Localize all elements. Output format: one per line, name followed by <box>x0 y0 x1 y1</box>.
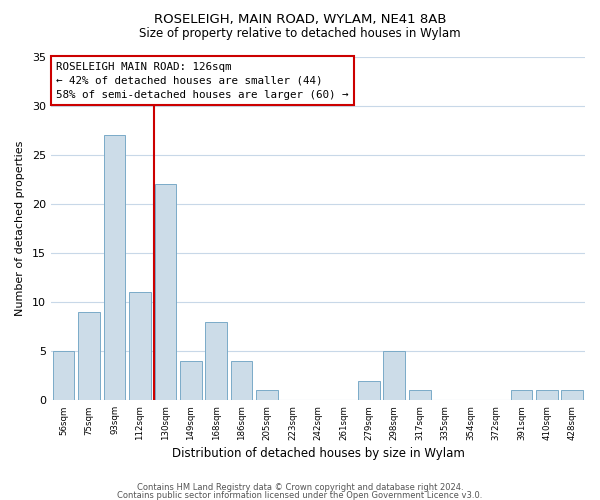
Bar <box>409 390 431 400</box>
Bar <box>511 390 532 400</box>
Bar <box>256 390 278 400</box>
Bar <box>180 361 202 401</box>
Text: ROSELEIGH, MAIN ROAD, WYLAM, NE41 8AB: ROSELEIGH, MAIN ROAD, WYLAM, NE41 8AB <box>154 12 446 26</box>
Text: Contains HM Land Registry data © Crown copyright and database right 2024.: Contains HM Land Registry data © Crown c… <box>137 484 463 492</box>
Bar <box>155 184 176 400</box>
Bar <box>53 351 74 401</box>
Bar <box>358 380 380 400</box>
Bar <box>104 135 125 400</box>
Bar <box>562 390 583 400</box>
Bar <box>383 351 405 401</box>
Bar <box>205 322 227 400</box>
Y-axis label: Number of detached properties: Number of detached properties <box>15 140 25 316</box>
Bar <box>129 292 151 401</box>
Bar <box>231 361 253 401</box>
Text: Contains public sector information licensed under the Open Government Licence v3: Contains public sector information licen… <box>118 491 482 500</box>
Text: Size of property relative to detached houses in Wylam: Size of property relative to detached ho… <box>139 28 461 40</box>
Bar <box>536 390 557 400</box>
Text: ROSELEIGH MAIN ROAD: 126sqm
← 42% of detached houses are smaller (44)
58% of sem: ROSELEIGH MAIN ROAD: 126sqm ← 42% of det… <box>56 62 349 100</box>
X-axis label: Distribution of detached houses by size in Wylam: Distribution of detached houses by size … <box>172 447 464 460</box>
Bar <box>78 312 100 400</box>
